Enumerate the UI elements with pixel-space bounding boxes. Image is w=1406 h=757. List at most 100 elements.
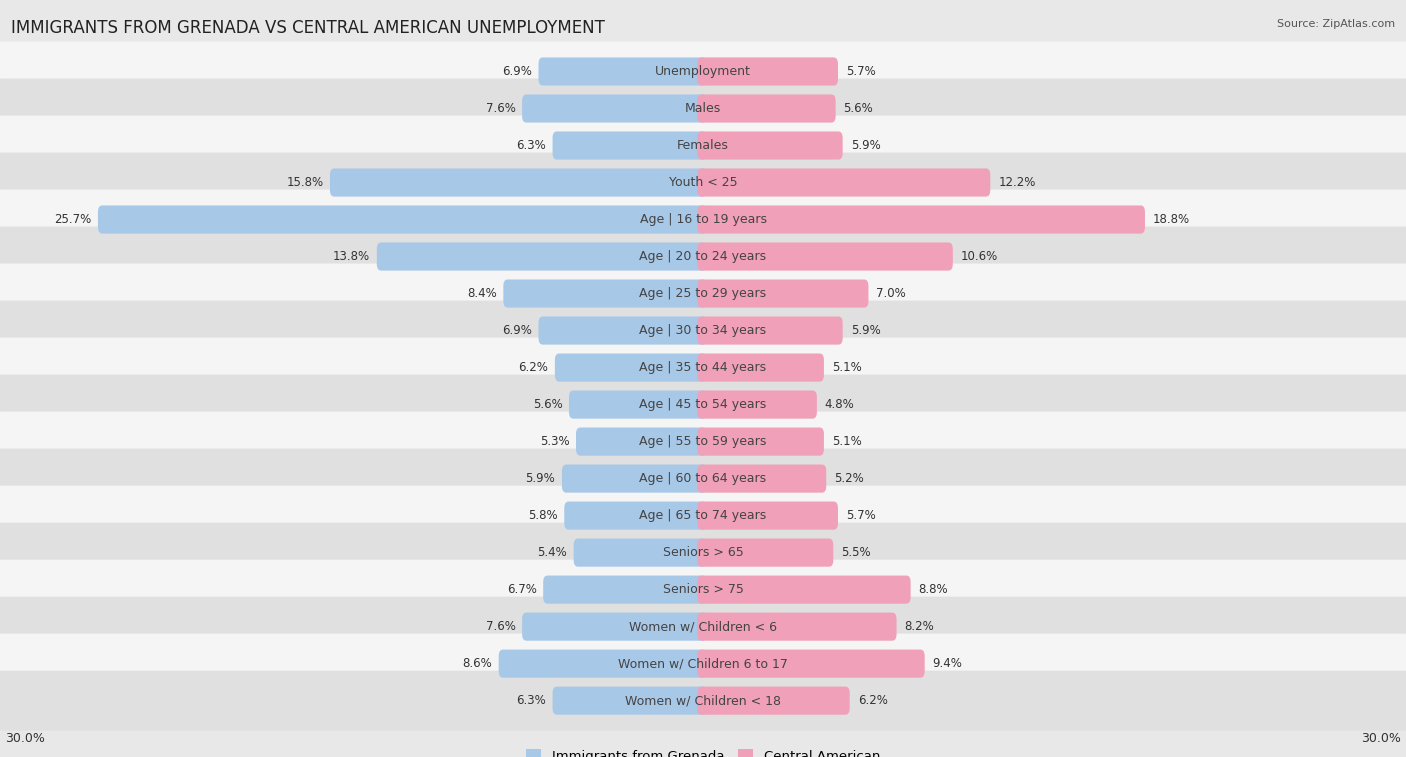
- Text: 5.8%: 5.8%: [529, 509, 558, 522]
- FancyBboxPatch shape: [697, 354, 824, 382]
- Text: 5.6%: 5.6%: [533, 398, 562, 411]
- Text: 5.4%: 5.4%: [537, 546, 567, 559]
- FancyBboxPatch shape: [562, 465, 707, 493]
- FancyBboxPatch shape: [697, 58, 838, 86]
- FancyBboxPatch shape: [543, 575, 707, 603]
- Text: 6.2%: 6.2%: [519, 361, 548, 374]
- Text: 5.7%: 5.7%: [846, 509, 876, 522]
- FancyBboxPatch shape: [697, 538, 834, 567]
- FancyBboxPatch shape: [564, 502, 707, 530]
- FancyBboxPatch shape: [330, 169, 707, 197]
- Text: 8.6%: 8.6%: [463, 657, 492, 670]
- Text: 6.3%: 6.3%: [516, 694, 546, 707]
- Text: 4.8%: 4.8%: [825, 398, 855, 411]
- Text: Youth < 25: Youth < 25: [669, 176, 737, 189]
- FancyBboxPatch shape: [697, 169, 990, 197]
- FancyBboxPatch shape: [522, 95, 707, 123]
- Text: Women w/ Children < 18: Women w/ Children < 18: [626, 694, 780, 707]
- Text: 8.8%: 8.8%: [918, 583, 948, 596]
- Text: Source: ZipAtlas.com: Source: ZipAtlas.com: [1277, 19, 1395, 29]
- Text: 6.9%: 6.9%: [502, 324, 531, 337]
- Text: 10.6%: 10.6%: [960, 250, 998, 263]
- FancyBboxPatch shape: [697, 95, 835, 123]
- Text: 7.6%: 7.6%: [485, 102, 516, 115]
- FancyBboxPatch shape: [0, 375, 1406, 435]
- Text: 8.4%: 8.4%: [467, 287, 496, 300]
- FancyBboxPatch shape: [503, 279, 707, 307]
- Text: Seniors > 75: Seniors > 75: [662, 583, 744, 596]
- FancyBboxPatch shape: [0, 634, 1406, 693]
- FancyBboxPatch shape: [0, 449, 1406, 509]
- FancyBboxPatch shape: [697, 316, 842, 344]
- Text: 5.9%: 5.9%: [851, 324, 880, 337]
- Text: Age | 20 to 24 years: Age | 20 to 24 years: [640, 250, 766, 263]
- FancyBboxPatch shape: [569, 391, 707, 419]
- FancyBboxPatch shape: [98, 205, 707, 234]
- FancyBboxPatch shape: [0, 486, 1406, 546]
- Text: Age | 65 to 74 years: Age | 65 to 74 years: [640, 509, 766, 522]
- Text: 30.0%: 30.0%: [1361, 732, 1402, 745]
- Text: Women w/ Children 6 to 17: Women w/ Children 6 to 17: [619, 657, 787, 670]
- FancyBboxPatch shape: [697, 205, 1144, 234]
- Text: Age | 60 to 64 years: Age | 60 to 64 years: [640, 472, 766, 485]
- FancyBboxPatch shape: [0, 226, 1406, 286]
- FancyBboxPatch shape: [697, 687, 849, 715]
- Text: 6.7%: 6.7%: [506, 583, 537, 596]
- Text: Seniors > 65: Seniors > 65: [662, 546, 744, 559]
- FancyBboxPatch shape: [697, 650, 925, 678]
- Text: 5.5%: 5.5%: [841, 546, 870, 559]
- Text: 8.2%: 8.2%: [904, 620, 934, 633]
- Text: Age | 30 to 34 years: Age | 30 to 34 years: [640, 324, 766, 337]
- FancyBboxPatch shape: [538, 316, 707, 344]
- FancyBboxPatch shape: [0, 42, 1406, 101]
- Text: 5.6%: 5.6%: [844, 102, 873, 115]
- FancyBboxPatch shape: [553, 687, 707, 715]
- Text: 6.2%: 6.2%: [858, 694, 887, 707]
- Text: Age | 16 to 19 years: Age | 16 to 19 years: [640, 213, 766, 226]
- Text: 12.2%: 12.2%: [998, 176, 1036, 189]
- FancyBboxPatch shape: [0, 263, 1406, 323]
- Text: 5.2%: 5.2%: [834, 472, 863, 485]
- FancyBboxPatch shape: [0, 671, 1406, 731]
- FancyBboxPatch shape: [0, 79, 1406, 139]
- Text: Age | 35 to 44 years: Age | 35 to 44 years: [640, 361, 766, 374]
- Text: 7.6%: 7.6%: [485, 620, 516, 633]
- Text: Unemployment: Unemployment: [655, 65, 751, 78]
- FancyBboxPatch shape: [0, 597, 1406, 656]
- Text: 5.1%: 5.1%: [832, 435, 862, 448]
- Text: 13.8%: 13.8%: [333, 250, 370, 263]
- FancyBboxPatch shape: [0, 189, 1406, 250]
- FancyBboxPatch shape: [697, 132, 842, 160]
- Text: Age | 55 to 59 years: Age | 55 to 59 years: [640, 435, 766, 448]
- FancyBboxPatch shape: [697, 242, 953, 270]
- FancyBboxPatch shape: [0, 301, 1406, 360]
- FancyBboxPatch shape: [0, 153, 1406, 213]
- Text: 15.8%: 15.8%: [287, 176, 323, 189]
- Text: Males: Males: [685, 102, 721, 115]
- Text: 6.9%: 6.9%: [502, 65, 531, 78]
- FancyBboxPatch shape: [0, 559, 1406, 619]
- Text: 5.7%: 5.7%: [846, 65, 876, 78]
- Text: IMMIGRANTS FROM GRENADA VS CENTRAL AMERICAN UNEMPLOYMENT: IMMIGRANTS FROM GRENADA VS CENTRAL AMERI…: [11, 19, 605, 37]
- FancyBboxPatch shape: [697, 391, 817, 419]
- FancyBboxPatch shape: [697, 279, 869, 307]
- Text: 5.3%: 5.3%: [540, 435, 569, 448]
- Text: Females: Females: [678, 139, 728, 152]
- FancyBboxPatch shape: [0, 522, 1406, 583]
- FancyBboxPatch shape: [574, 538, 707, 567]
- FancyBboxPatch shape: [697, 612, 897, 640]
- FancyBboxPatch shape: [0, 412, 1406, 472]
- Text: Women w/ Children < 6: Women w/ Children < 6: [628, 620, 778, 633]
- Text: 6.3%: 6.3%: [516, 139, 546, 152]
- Text: Age | 25 to 29 years: Age | 25 to 29 years: [640, 287, 766, 300]
- FancyBboxPatch shape: [555, 354, 707, 382]
- FancyBboxPatch shape: [697, 575, 911, 603]
- FancyBboxPatch shape: [522, 612, 707, 640]
- FancyBboxPatch shape: [0, 116, 1406, 176]
- Text: 7.0%: 7.0%: [876, 287, 905, 300]
- Text: 18.8%: 18.8%: [1153, 213, 1189, 226]
- FancyBboxPatch shape: [553, 132, 707, 160]
- FancyBboxPatch shape: [576, 428, 707, 456]
- Text: Age | 45 to 54 years: Age | 45 to 54 years: [640, 398, 766, 411]
- Text: 30.0%: 30.0%: [4, 732, 45, 745]
